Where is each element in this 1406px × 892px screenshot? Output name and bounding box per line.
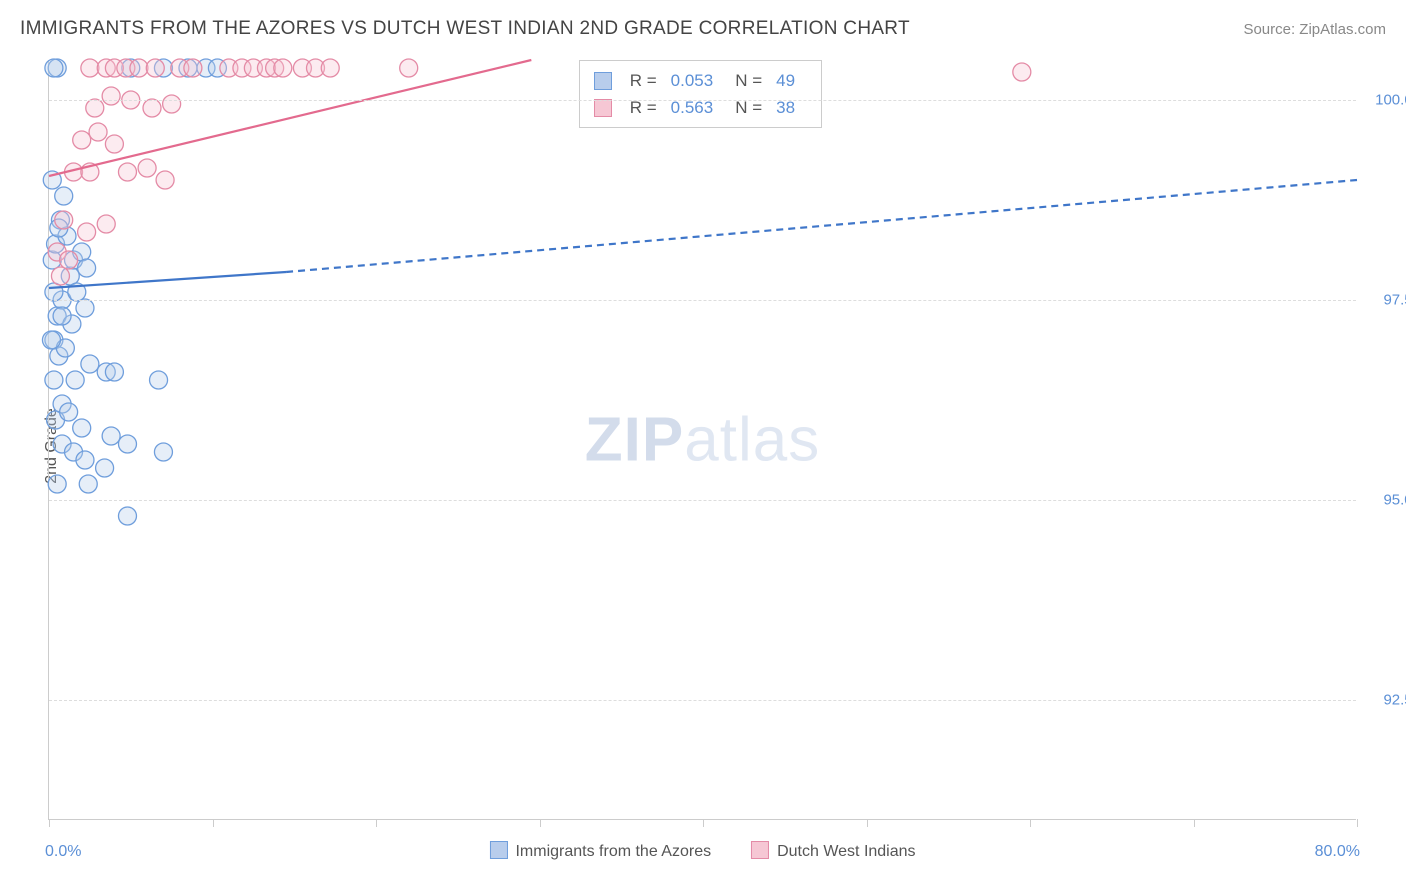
scatter-point <box>274 59 292 77</box>
scatter-point <box>76 451 94 469</box>
scatter-point <box>105 135 123 153</box>
stats-row: R = 0.053 N = 49 <box>594 67 807 94</box>
y-tick-label: 100.0% <box>1366 92 1406 109</box>
x-tick <box>1030 819 1031 827</box>
scatter-point <box>118 507 136 525</box>
trend-line <box>49 60 531 176</box>
scatter-point <box>55 211 73 229</box>
stats-row: R = 0.563 N = 38 <box>594 94 807 121</box>
scatter-point <box>45 59 63 77</box>
scatter-point <box>184 59 202 77</box>
x-tick <box>1194 819 1195 827</box>
stats-box: R = 0.053 N = 49 R = 0.563 N = 38 <box>579 60 822 128</box>
source-label: Source: ZipAtlas.com <box>1243 21 1386 38</box>
legend-item: Dutch West Indians <box>751 841 915 861</box>
gridline <box>49 700 1356 701</box>
scatter-point <box>51 267 69 285</box>
title-bar: IMMIGRANTS FROM THE AZORES VS DUTCH WEST… <box>20 18 1386 40</box>
scatter-point <box>118 163 136 181</box>
n-label: N = <box>735 67 762 94</box>
scatter-point <box>138 159 156 177</box>
scatter-point <box>400 59 418 77</box>
scatter-point <box>102 87 120 105</box>
legend-label: Immigrants from the Azores <box>515 843 711 860</box>
scatter-point <box>48 475 66 493</box>
plot-area: ZIPatlas R =0.053N =49R =0.563N =38 0.0%… <box>48 60 1356 820</box>
legend-swatch <box>751 841 769 859</box>
scatter-point <box>118 435 136 453</box>
trend-line <box>286 180 1357 272</box>
x-axis-min-label: 0.0% <box>45 843 81 861</box>
r-label: R = <box>630 94 657 121</box>
n-label: N = <box>735 94 762 121</box>
n-value: 38 <box>776 94 795 121</box>
x-tick <box>540 819 541 827</box>
scatter-point <box>60 403 78 421</box>
scatter-point <box>146 59 164 77</box>
scatter-point <box>130 59 148 77</box>
legend-item: Immigrants from the Azores <box>489 841 711 861</box>
scatter-point <box>73 419 91 437</box>
scatter-point <box>1013 63 1031 81</box>
scatter-point <box>78 259 96 277</box>
chart-svg <box>49 60 1356 819</box>
scatter-point <box>105 363 123 381</box>
scatter-point <box>53 307 71 325</box>
x-tick <box>703 819 704 827</box>
scatter-point <box>102 427 120 445</box>
y-tick-label: 97.5% <box>1366 292 1406 309</box>
scatter-point <box>321 59 339 77</box>
scatter-point <box>60 251 78 269</box>
scatter-point <box>143 99 161 117</box>
scatter-point <box>89 123 107 141</box>
scatter-point <box>163 95 181 113</box>
scatter-point <box>73 131 91 149</box>
scatter-point <box>156 171 174 189</box>
scatter-point <box>96 459 114 477</box>
scatter-point <box>81 355 99 373</box>
scatter-point <box>97 215 115 233</box>
r-label: R = <box>630 67 657 94</box>
scatter-point <box>154 443 172 461</box>
scatter-point <box>45 371 63 389</box>
scatter-point <box>150 371 168 389</box>
scatter-point <box>55 187 73 205</box>
x-tick <box>867 819 868 827</box>
gridline <box>49 300 1356 301</box>
r-value: 0.563 <box>671 94 714 121</box>
scatter-point <box>66 371 84 389</box>
stats-swatch <box>594 72 612 90</box>
n-value: 49 <box>776 67 795 94</box>
x-axis-max-label: 80.0% <box>1315 843 1360 861</box>
x-tick <box>1357 819 1358 827</box>
x-tick <box>376 819 377 827</box>
scatter-point <box>76 299 94 317</box>
x-tick <box>49 819 50 827</box>
stats-swatch <box>594 99 612 117</box>
scatter-point <box>81 59 99 77</box>
x-tick <box>213 819 214 827</box>
y-tick-label: 95.0% <box>1366 492 1406 509</box>
scatter-point <box>86 99 104 117</box>
bottom-legend: Immigrants from the Azores Dutch West Ind… <box>489 841 915 861</box>
legend-swatch <box>489 841 507 859</box>
r-value: 0.053 <box>671 67 714 94</box>
y-tick-label: 92.5% <box>1366 692 1406 709</box>
chart-title: IMMIGRANTS FROM THE AZORES VS DUTCH WEST… <box>20 18 910 40</box>
legend-label: Dutch West Indians <box>777 843 915 860</box>
scatter-point <box>42 331 60 349</box>
scatter-point <box>78 223 96 241</box>
scatter-point <box>45 283 63 301</box>
gridline <box>49 100 1356 101</box>
gridline <box>49 500 1356 501</box>
scatter-point <box>79 475 97 493</box>
